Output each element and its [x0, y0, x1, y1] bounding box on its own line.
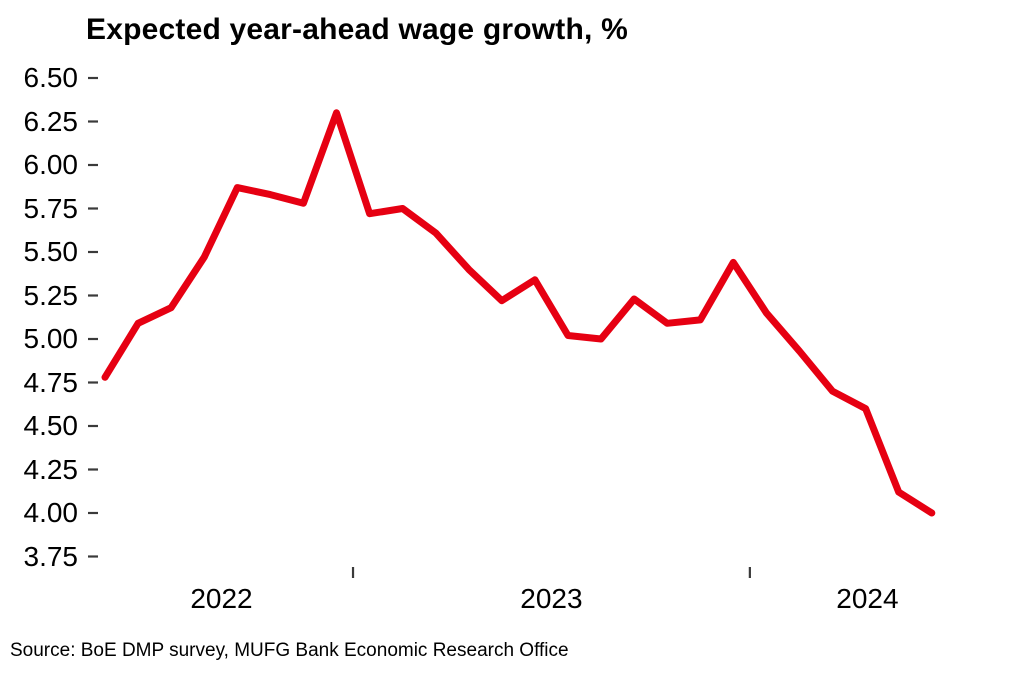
x-year-label: 2022: [190, 583, 253, 614]
chart-title: Expected year-ahead wage growth, %: [86, 13, 628, 46]
source-note: Source: BoE DMP survey, MUFG Bank Econom…: [10, 640, 569, 661]
wage-growth-line: [101, 109, 936, 517]
x-year-label: 2024: [836, 583, 899, 614]
y-tick-label: 4.75: [23, 366, 79, 398]
y-tick-label: 4.50: [23, 410, 79, 441]
x-year-label: 2023: [520, 583, 583, 614]
y-tick-label: 5.50: [23, 236, 79, 267]
y-tick-label: 5.00: [23, 323, 79, 354]
y-tick-label: 5.75: [23, 192, 79, 224]
y-tick-label: 4.00: [23, 497, 79, 528]
y-tick-label: 6.25: [23, 105, 79, 137]
y-tick-label: 5.25: [23, 279, 79, 311]
y-tick-label: 3.75: [23, 540, 79, 572]
y-tick-label: 6.50: [23, 62, 79, 93]
y-tick-label: 6.00: [23, 149, 79, 180]
y-tick-label: 4.25: [23, 453, 79, 485]
